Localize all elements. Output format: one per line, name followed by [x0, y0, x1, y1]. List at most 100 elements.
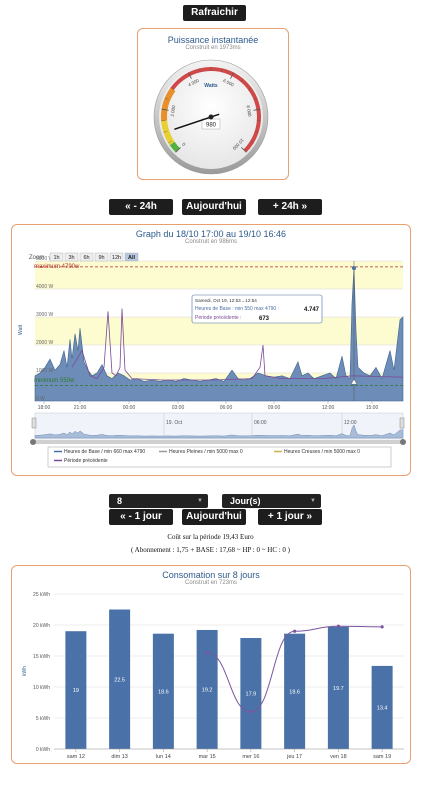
day-label: mer 16	[242, 754, 259, 760]
trend-point	[293, 629, 297, 633]
prev-day-button[interactable]: « - 1 jour	[109, 509, 173, 525]
zoom-button-label: 6h	[83, 255, 89, 261]
gauge-tick	[250, 140, 254, 144]
trend-point	[380, 625, 384, 629]
gauge-band-yellow	[161, 120, 175, 146]
gauge-band-orange	[161, 87, 176, 121]
gauge-tick	[230, 72, 235, 79]
zoom-button[interactable]	[49, 252, 64, 262]
cost-breakdown: ( Abonnement : 1,75 + BASE : 17,68 ~ HP …	[130, 546, 291, 554]
gauge-tick	[221, 68, 223, 73]
trend-point	[205, 651, 209, 655]
bar-value-label: 17.9	[246, 692, 257, 698]
gauge-tick	[254, 131, 259, 133]
today-button[interactable]: Aujourd'hui	[182, 199, 246, 215]
prev-24h-button[interactable]: « - 24h	[109, 199, 173, 215]
gauge-unit: Watts	[204, 83, 218, 89]
y-tick-label: 4000 W	[36, 284, 54, 290]
legend-item[interactable]: Heures Pleines / min 5000 max 0	[169, 449, 243, 455]
power-chart-title: Graph du 18/10 17:00 au 19/10 16:46	[135, 229, 287, 239]
zoom-button-label: 3h	[68, 255, 74, 261]
kwh-tick-label: 0 kWh	[36, 747, 50, 753]
chart-band	[35, 261, 403, 289]
gauge-tick	[241, 147, 247, 153]
legend-item[interactable]: Période précédente	[64, 458, 108, 464]
bar-value-label: 18.6	[158, 689, 169, 695]
period-unit-select[interactable]: Jour(s) ▼	[222, 494, 321, 508]
gauge-tick	[175, 147, 181, 153]
zoom-button-label: 12h	[112, 255, 121, 261]
consumption-bar[interactable]	[240, 638, 262, 749]
next-24h-button[interactable]: + 24h »	[258, 199, 322, 215]
chevron-down-icon: ▼	[197, 498, 203, 504]
zoom-button-label: All	[128, 255, 136, 261]
kwh-axis-label: kWh	[22, 666, 28, 676]
maximum-label: maximum 4790w	[34, 264, 80, 270]
scroll-right-button[interactable]	[400, 439, 406, 445]
tooltip-point	[352, 266, 356, 271]
zoom-button[interactable]	[79, 252, 94, 262]
period-count-select[interactable]: 8 ▼	[109, 494, 208, 508]
x-tick-label: 15:00	[366, 405, 379, 411]
refresh-button[interactable]: Rafraichir	[183, 5, 246, 21]
bar-value-label: 19.7	[333, 686, 344, 692]
y-tick-label: 5000 W	[36, 256, 54, 262]
gauge-tick	[161, 108, 169, 111]
consumption-bar[interactable]	[284, 633, 306, 749]
gauge-tick-label: 4 000	[187, 78, 200, 88]
consumption-bar[interactable]	[109, 609, 131, 750]
y-tick-label: 1000 W	[36, 368, 54, 374]
consumption-bar[interactable]	[327, 626, 349, 749]
zoom-button[interactable]	[94, 252, 109, 262]
bar-value-label: 19.2	[202, 687, 213, 693]
power-chart-panel: Graph du 18/10 17:00 au 19/10 16:46 Cons…	[11, 224, 411, 476]
bar-value-label: 19	[73, 688, 79, 694]
zoom-label: Zoom	[29, 255, 44, 261]
next-day-button[interactable]: + 1 jour »	[258, 509, 322, 525]
y-tick-label: 3000 W	[36, 312, 54, 318]
zoom-button-label: 1h	[53, 255, 59, 261]
gauge-title: Puissance instantanée	[167, 35, 259, 45]
legend-item[interactable]: Heures de Base / min 660 max 4790	[64, 449, 145, 455]
gauge-tick	[199, 68, 201, 73]
day-label: lun 14	[156, 754, 171, 760]
base-hours-area	[34, 267, 404, 402]
zoom-button-label: 9h	[98, 255, 104, 261]
consumption-bar[interactable]	[152, 633, 174, 749]
cost-summary: Coût sur la période 19,43 Euro	[167, 533, 254, 541]
trend-point	[336, 624, 340, 628]
consumption-bar[interactable]	[65, 631, 87, 749]
navigator-right-handle[interactable]	[399, 417, 405, 429]
consumption-bar[interactable]	[371, 665, 393, 749]
day-label: ven 18	[330, 754, 347, 760]
scroll-left-button[interactable]	[30, 439, 36, 445]
gauge-needle-hub	[208, 114, 214, 120]
zoom-button[interactable]	[64, 252, 79, 262]
day-label: sam 12	[67, 754, 85, 760]
today-day-button[interactable]: Aujourd'hui	[182, 509, 246, 525]
consumption-chart-subtitle: Construit en 723ms	[184, 580, 238, 586]
gauge-band-red	[170, 67, 261, 153]
consumption-chart-title: Consomation sur 8 jours	[162, 570, 260, 580]
zoom-button[interactable]	[124, 252, 139, 262]
gauge-tick	[164, 97, 169, 100]
bar-value-label: 18.6	[289, 689, 300, 695]
gauge-tick	[240, 78, 244, 83]
gauge-tick-label: 0	[181, 141, 187, 147]
x-tick-label: 21:00	[74, 405, 87, 411]
chevron-down-icon: ▼	[310, 498, 316, 504]
legend-item[interactable]: Heures Creuses / min 5000 max 0	[284, 449, 360, 455]
gauge-tick	[253, 108, 261, 111]
kwh-tick-label: 15 kWh	[33, 654, 50, 660]
gauge-tick	[168, 140, 172, 144]
y-tick-label: 0 W	[36, 396, 45, 402]
navigator-scrollbar[interactable]	[35, 440, 403, 444]
gauge-tick	[178, 78, 182, 83]
consumption-bar[interactable]	[196, 629, 218, 749]
kwh-tick-label: 10 kWh	[33, 685, 50, 691]
zoom-button[interactable]	[109, 252, 124, 262]
x-tick-label: 00:00	[123, 405, 136, 411]
day-label: dim 13	[111, 754, 128, 760]
navigator-left-handle[interactable]	[31, 417, 37, 429]
x-tick-label: 12:00	[322, 405, 335, 411]
